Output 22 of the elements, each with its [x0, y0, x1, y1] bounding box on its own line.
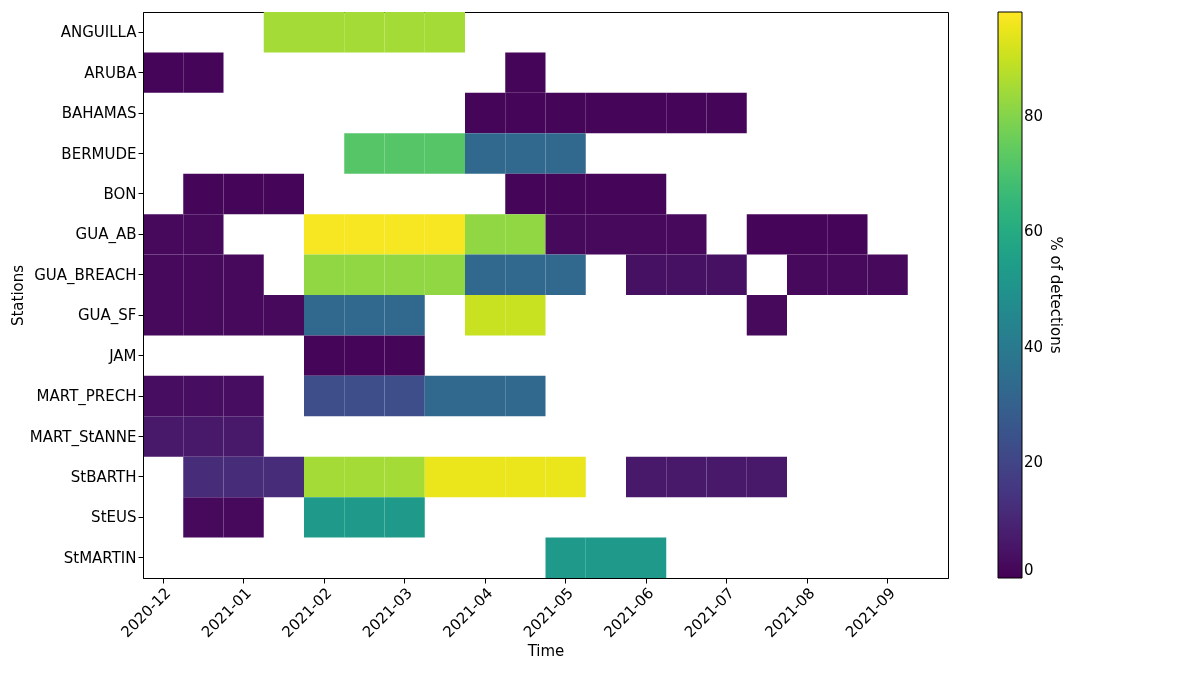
y-tick-label: BAHAMAS	[61, 104, 137, 123]
y-tick-label: JAM	[108, 346, 137, 365]
y-tick-label: StEUS	[91, 508, 137, 527]
color-bar-label: 80	[1024, 106, 1044, 125]
color-bar-title: % of detections	[1047, 236, 1065, 354]
y-tick-label: StBARTH	[70, 467, 137, 486]
y-tick-label: ANGUILLA	[60, 23, 138, 42]
y-tick-label: GUA_SF	[77, 306, 137, 326]
y-tick-label: GUA_BREACH	[34, 265, 137, 285]
y-tick-label: BERMUDE	[61, 144, 137, 163]
color-bar-label: 60	[1024, 222, 1044, 241]
y-tick-label: ARUBA	[84, 63, 138, 82]
y-tick-label: BON	[103, 184, 137, 203]
color-bar-label: 40	[1024, 337, 1044, 356]
color-bar-label: 0	[1024, 561, 1034, 579]
y-axis-title: Stations	[8, 264, 27, 327]
x-axis-title: Time	[526, 642, 565, 661]
y-tick-label: StMARTIN	[63, 548, 137, 567]
y-tick-label: MART_StANNE	[29, 427, 137, 447]
y-tick-label: GUA_AB	[75, 225, 137, 245]
y-tick-label: MART_PRECH	[36, 387, 137, 407]
color-bar-label: 20	[1024, 453, 1044, 472]
